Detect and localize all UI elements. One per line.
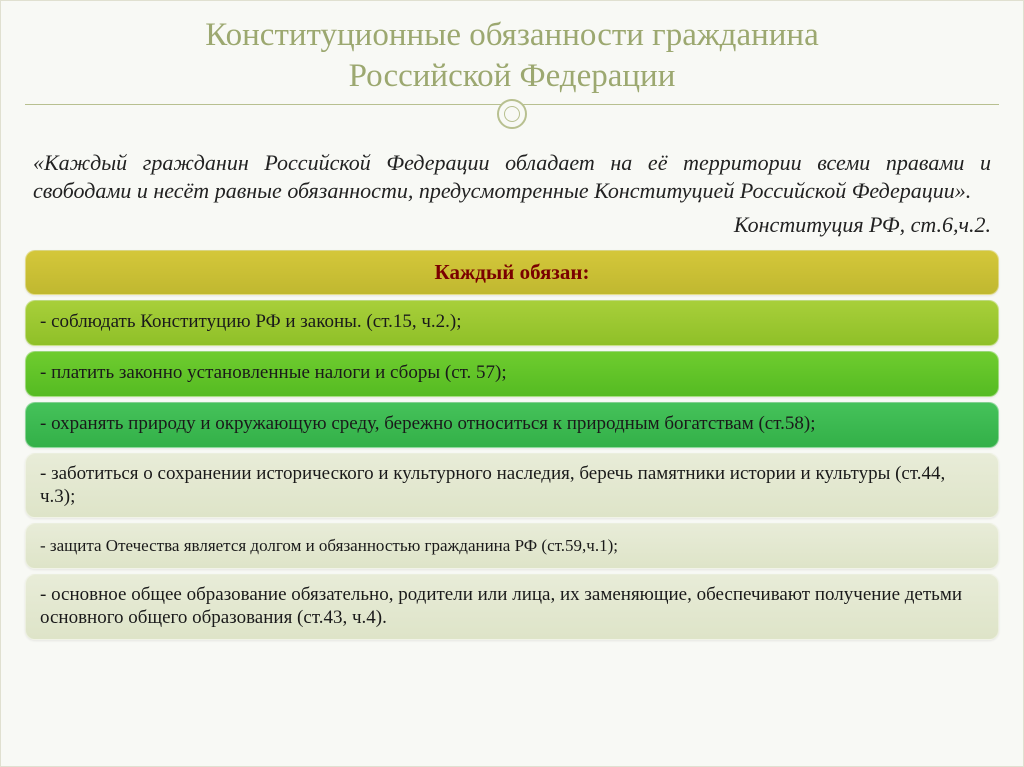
duty-text: - охранять природу и окружающую среду, б… (40, 413, 815, 436)
duty-text: - соблюдать Конституцию РФ и законы. (ст… (40, 311, 461, 334)
duty-list: Каждый обязан: - соблюдать Конституцию РФ… (25, 250, 999, 640)
duty-header: Каждый обязан: (25, 250, 999, 295)
slide-title: Конституционные обязанности гражданина Р… (25, 1, 999, 105)
duty-item: - заботиться о сохранении исторического … (25, 453, 999, 519)
duty-text: - заботиться о сохранении исторического … (40, 463, 984, 509)
title-line-2: Российской Федерации (349, 58, 676, 94)
duty-item: - соблюдать Конституцию РФ и законы. (ст… (25, 300, 999, 346)
duty-text: - платить законно установленные налоги и… (40, 362, 507, 385)
decoration-circle (497, 99, 527, 129)
duty-text: Каждый обязан: (435, 260, 590, 284)
duty-text: - защита Отечества является долгом и обя… (40, 536, 618, 556)
duty-item: - защита Отечества является долгом и обя… (25, 523, 999, 569)
title-line-1: Конституционные обязанности гражданина (205, 17, 818, 53)
duty-item: - охранять природу и окружающую среду, б… (25, 402, 999, 448)
duty-text: - основное общее образование обязательно… (40, 584, 984, 630)
slide: Конституционные обязанности гражданина Р… (0, 0, 1024, 767)
duty-item: - основное общее образование обязательно… (25, 574, 999, 640)
constitution-quote: «Каждый гражданин Российской Федерации о… (33, 149, 991, 206)
citation: Конституция РФ, ст.6,ч.2. (33, 212, 991, 238)
content-area: «Каждый гражданин Российской Федерации о… (25, 105, 999, 641)
duty-item: - платить законно установленные налоги и… (25, 351, 999, 397)
